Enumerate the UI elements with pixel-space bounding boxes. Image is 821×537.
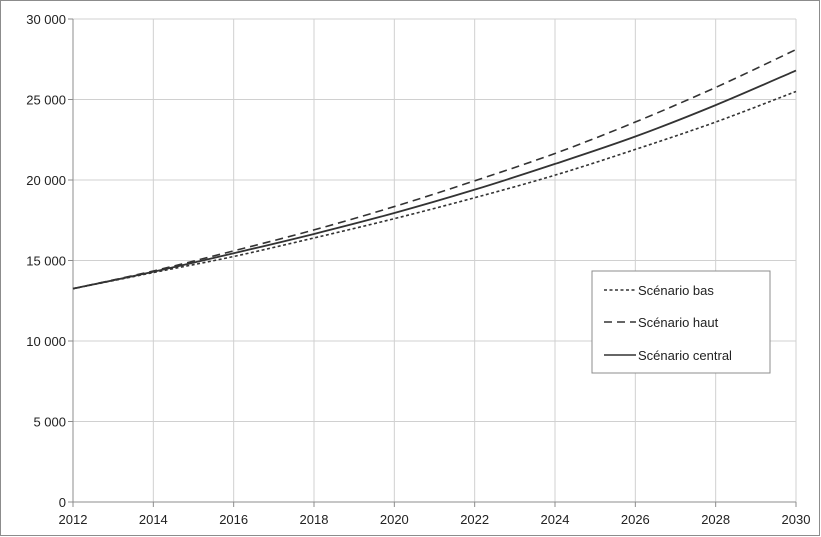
legend-label-scenario-bas: Scénario bas [638,283,714,298]
y-tick-label: 5 000 [33,415,66,430]
x-tick-label: 2022 [460,512,489,527]
series-lines [72,48,797,290]
x-tick-label: 2018 [300,512,329,527]
x-tick-label: 2020 [380,512,409,527]
y-tick-label: 15 000 [26,254,66,269]
legend-label-scenario-central: Scénario central [638,348,732,363]
y-tick-label: 25 000 [26,93,66,108]
x-tick-label: 2012 [59,512,88,527]
series-line-scenario-haut [72,48,797,290]
legend: Scénario bas Scénario haut Scénario cent… [591,270,771,374]
x-tick-label: 2028 [701,512,730,527]
x-tick-label: 2014 [139,512,168,527]
x-tick-label: 2016 [219,512,248,527]
x-axis-tick-labels: 2012 2014 2016 2018 2020 2022 2024 2026 2028 2030 [59,512,811,527]
gridlines [73,18,797,502]
y-tick-label: 20 000 [26,173,66,188]
y-tick-label: 10 000 [26,334,66,349]
series-line-scenario-bas [72,90,797,290]
x-tick-label: 2030 [782,512,811,527]
x-tick-label: 2024 [541,512,570,527]
axes [68,18,797,507]
x-tick-label: 2026 [621,512,650,527]
y-axis-tick-labels: 0 5 000 10 000 15 000 20 000 25 000 30 000 [26,12,66,510]
y-tick-label: 30 000 [26,12,66,27]
series-line-scenario-central [72,69,797,290]
legend-label-scenario-haut: Scénario haut [638,315,719,330]
y-tick-label: 0 [59,495,66,510]
